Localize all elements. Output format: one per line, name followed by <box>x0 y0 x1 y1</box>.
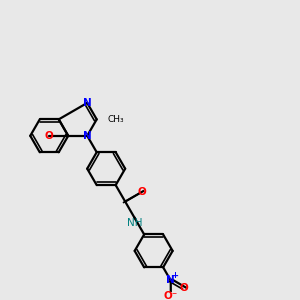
Text: N: N <box>167 275 175 286</box>
Text: N: N <box>83 131 92 141</box>
Text: O: O <box>180 283 188 293</box>
Text: CH₃: CH₃ <box>107 115 124 124</box>
Text: +: + <box>172 271 178 280</box>
Text: N: N <box>83 98 92 108</box>
Text: O: O <box>137 187 146 197</box>
Text: O⁻: O⁻ <box>164 291 178 300</box>
Text: NH: NH <box>127 218 142 228</box>
Text: O: O <box>45 131 54 141</box>
